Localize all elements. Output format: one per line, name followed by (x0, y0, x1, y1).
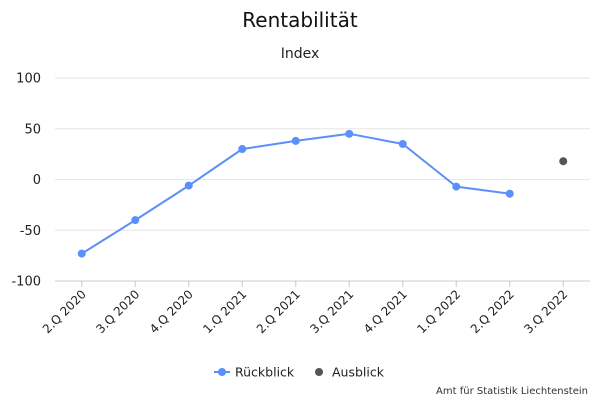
x-axis-ticks: 2.Q 2020 3.Q 2020 4.Q 2020 1.Q 2021 2.Q 2021… (40, 281, 570, 336)
legend-label: Rückblick (235, 365, 295, 380)
chart-credit[interactable]: Amt für Statistik Liechtenstein (436, 386, 588, 397)
x-tick-label: 2.Q 2021 (254, 287, 303, 336)
y-tick-label: -50 (20, 224, 41, 239)
legend-item-ausblick[interactable]: Ausblick (315, 365, 385, 380)
series-rueckblick (77, 129, 514, 258)
data-point[interactable] (291, 136, 300, 145)
x-tick-label: 4.Q 2020 (147, 287, 196, 336)
data-point[interactable] (398, 139, 407, 148)
y-tick-label: -100 (11, 275, 41, 290)
y-axis-ticks: 100 50 0 -50 -100 (11, 72, 41, 290)
x-tick-label: 4.Q 2021 (361, 287, 410, 336)
chart-subtitle: Index (281, 46, 320, 62)
x-tick-label: 3.Q 2022 (521, 287, 570, 336)
series-line (80, 132, 511, 255)
x-tick-label: 2.Q 2020 (40, 287, 89, 336)
x-tick-label: 3.Q 2021 (307, 287, 356, 336)
x-tick-label: 2.Q 2022 (468, 287, 517, 336)
x-tick-label: 3.Q 2020 (93, 287, 142, 336)
data-point[interactable] (345, 129, 354, 138)
x-tick-label: 1.Q 2021 (200, 287, 249, 336)
legend[interactable]: Rückblick Ausblick (214, 365, 385, 380)
y-tick-label: 100 (16, 72, 41, 87)
y-tick-label: 50 (24, 122, 41, 137)
data-point[interactable] (77, 249, 86, 258)
series-ausblick (559, 157, 568, 166)
legend-marker (218, 368, 226, 376)
x-tick-label: 1.Q 2022 (414, 287, 463, 336)
data-point[interactable] (452, 182, 461, 191)
data-point[interactable] (238, 145, 247, 154)
legend-label: Ausblick (332, 365, 385, 380)
chart-title: Rentabilität (242, 8, 358, 32)
data-point[interactable] (505, 189, 514, 198)
legend-item-rueckblick[interactable]: Rückblick (214, 365, 295, 380)
data-point[interactable] (559, 157, 568, 166)
data-point[interactable] (184, 181, 193, 190)
legend-marker (315, 368, 323, 376)
series-layer (77, 129, 568, 258)
grid-lines (55, 77, 590, 282)
y-tick-label: 0 (33, 173, 41, 188)
data-point[interactable] (131, 216, 140, 225)
